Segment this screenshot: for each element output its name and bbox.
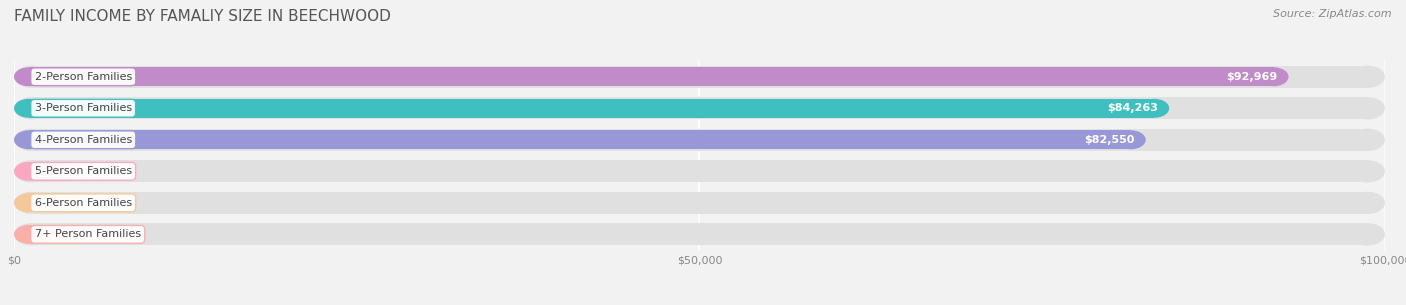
Ellipse shape xyxy=(14,192,49,214)
Text: $82,550: $82,550 xyxy=(1084,135,1135,145)
Text: Source: ZipAtlas.com: Source: ZipAtlas.com xyxy=(1274,9,1392,19)
Text: 6-Person Families: 6-Person Families xyxy=(35,198,132,208)
Text: $0: $0 xyxy=(94,166,108,176)
Ellipse shape xyxy=(1350,223,1385,246)
Ellipse shape xyxy=(14,193,44,212)
Text: 4-Person Families: 4-Person Families xyxy=(35,135,132,145)
Bar xyxy=(30,130,1130,149)
Ellipse shape xyxy=(1116,130,1146,149)
Ellipse shape xyxy=(53,162,83,181)
Text: 5-Person Families: 5-Person Families xyxy=(35,166,132,176)
Ellipse shape xyxy=(14,225,44,244)
Ellipse shape xyxy=(14,162,44,181)
Ellipse shape xyxy=(14,223,49,246)
Text: 2-Person Families: 2-Person Families xyxy=(35,72,132,82)
Bar xyxy=(31,97,1368,120)
Ellipse shape xyxy=(1350,192,1385,214)
Ellipse shape xyxy=(14,97,49,120)
Ellipse shape xyxy=(1350,129,1385,151)
Ellipse shape xyxy=(1350,66,1385,88)
Bar xyxy=(31,223,1368,246)
Bar xyxy=(30,99,1154,118)
Ellipse shape xyxy=(14,99,44,118)
Text: $0: $0 xyxy=(94,198,108,208)
Text: 7+ Person Families: 7+ Person Families xyxy=(35,229,141,239)
Ellipse shape xyxy=(14,129,49,151)
Bar xyxy=(30,67,1274,86)
Ellipse shape xyxy=(1258,67,1288,86)
Ellipse shape xyxy=(1350,97,1385,120)
Ellipse shape xyxy=(1350,160,1385,182)
Ellipse shape xyxy=(1140,99,1170,118)
Ellipse shape xyxy=(14,66,49,88)
Bar xyxy=(30,162,67,181)
Text: 3-Person Families: 3-Person Families xyxy=(35,103,132,113)
Text: $92,969: $92,969 xyxy=(1226,72,1278,82)
Bar xyxy=(31,192,1368,214)
Bar xyxy=(30,193,67,212)
Ellipse shape xyxy=(14,67,44,86)
Bar xyxy=(30,225,67,244)
Ellipse shape xyxy=(53,225,83,244)
Text: FAMILY INCOME BY FAMALIY SIZE IN BEECHWOOD: FAMILY INCOME BY FAMALIY SIZE IN BEECHWO… xyxy=(14,9,391,24)
Ellipse shape xyxy=(53,193,83,212)
Bar xyxy=(31,160,1368,182)
Text: $84,263: $84,263 xyxy=(1108,103,1159,113)
Bar xyxy=(31,129,1368,151)
Ellipse shape xyxy=(14,130,44,149)
Bar xyxy=(31,66,1368,88)
Text: $0: $0 xyxy=(94,229,108,239)
Ellipse shape xyxy=(14,160,49,182)
